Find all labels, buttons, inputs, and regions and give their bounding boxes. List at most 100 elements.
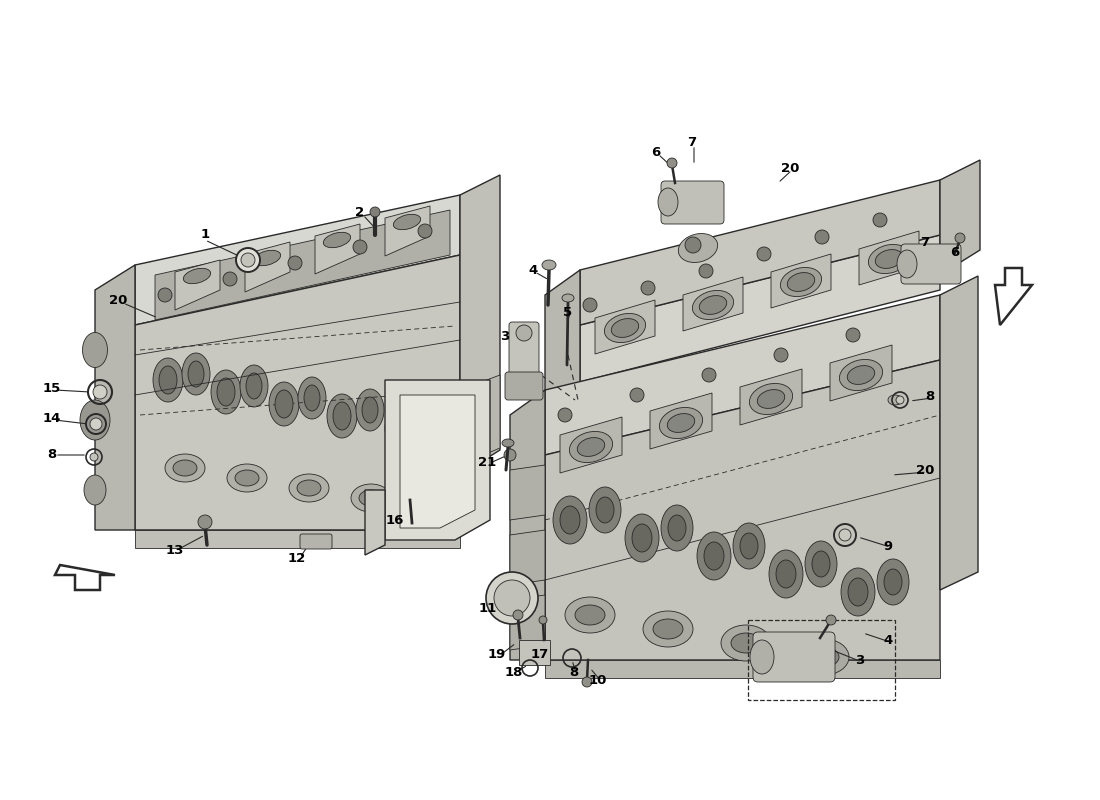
Circle shape — [504, 449, 516, 461]
Ellipse shape — [661, 505, 693, 551]
Ellipse shape — [82, 333, 108, 367]
Polygon shape — [510, 390, 544, 660]
Circle shape — [839, 529, 851, 541]
Ellipse shape — [732, 633, 761, 653]
Ellipse shape — [697, 532, 732, 580]
Ellipse shape — [596, 497, 614, 523]
Ellipse shape — [211, 370, 241, 414]
Ellipse shape — [776, 560, 796, 588]
FancyBboxPatch shape — [505, 372, 543, 400]
Text: 20: 20 — [109, 294, 128, 306]
Circle shape — [774, 348, 788, 362]
Ellipse shape — [565, 597, 615, 633]
Text: 1: 1 — [200, 229, 210, 242]
Polygon shape — [385, 380, 490, 540]
Text: 4: 4 — [883, 634, 892, 646]
Ellipse shape — [362, 397, 378, 423]
Text: 9: 9 — [883, 541, 892, 554]
Text: 17: 17 — [531, 649, 549, 662]
Circle shape — [685, 237, 701, 253]
Ellipse shape — [877, 559, 909, 605]
Ellipse shape — [84, 475, 106, 505]
Polygon shape — [519, 640, 550, 665]
Ellipse shape — [604, 314, 646, 342]
Ellipse shape — [502, 439, 514, 447]
Text: 6: 6 — [651, 146, 661, 158]
Ellipse shape — [644, 611, 693, 647]
Circle shape — [353, 240, 367, 254]
Polygon shape — [510, 595, 544, 650]
Ellipse shape — [896, 250, 917, 278]
Text: 10: 10 — [588, 674, 607, 686]
Polygon shape — [940, 276, 978, 590]
Ellipse shape — [385, 406, 415, 450]
Circle shape — [757, 247, 771, 261]
Polygon shape — [940, 160, 980, 275]
Ellipse shape — [757, 390, 784, 409]
Ellipse shape — [153, 358, 183, 402]
Circle shape — [826, 615, 836, 625]
Circle shape — [667, 158, 676, 168]
Polygon shape — [771, 254, 830, 308]
Polygon shape — [460, 175, 500, 475]
Polygon shape — [544, 360, 940, 660]
Ellipse shape — [275, 390, 293, 418]
Ellipse shape — [270, 382, 299, 426]
Polygon shape — [385, 206, 430, 256]
Circle shape — [90, 453, 98, 461]
Ellipse shape — [679, 234, 717, 262]
Ellipse shape — [888, 395, 902, 405]
Circle shape — [815, 230, 829, 244]
FancyBboxPatch shape — [509, 322, 539, 383]
Text: 14: 14 — [43, 411, 62, 425]
Ellipse shape — [184, 268, 210, 284]
Ellipse shape — [173, 460, 197, 476]
Text: 15: 15 — [43, 382, 62, 394]
Ellipse shape — [847, 366, 874, 385]
Polygon shape — [544, 295, 940, 455]
Ellipse shape — [848, 578, 868, 606]
Ellipse shape — [217, 378, 235, 406]
Ellipse shape — [542, 260, 556, 270]
Polygon shape — [560, 417, 621, 473]
Ellipse shape — [692, 290, 734, 319]
Ellipse shape — [560, 506, 580, 534]
Ellipse shape — [839, 359, 882, 390]
Ellipse shape — [578, 438, 605, 457]
Circle shape — [198, 515, 212, 529]
Polygon shape — [580, 235, 940, 382]
Circle shape — [486, 572, 538, 624]
Circle shape — [90, 418, 102, 430]
Polygon shape — [135, 530, 460, 548]
Text: 16: 16 — [386, 514, 404, 526]
Polygon shape — [510, 530, 544, 585]
Circle shape — [94, 385, 107, 399]
Circle shape — [288, 256, 302, 270]
Ellipse shape — [298, 377, 326, 419]
Circle shape — [558, 408, 572, 422]
Ellipse shape — [720, 625, 771, 661]
Text: 13: 13 — [166, 543, 184, 557]
Ellipse shape — [188, 361, 204, 387]
Polygon shape — [683, 277, 743, 331]
Polygon shape — [460, 375, 500, 465]
Circle shape — [516, 325, 532, 341]
Ellipse shape — [240, 365, 268, 407]
Circle shape — [494, 580, 530, 616]
Polygon shape — [245, 242, 290, 292]
Ellipse shape — [359, 490, 383, 506]
Polygon shape — [175, 260, 220, 310]
Ellipse shape — [390, 414, 409, 442]
Ellipse shape — [668, 414, 695, 433]
Polygon shape — [544, 270, 580, 405]
Ellipse shape — [80, 400, 110, 440]
Ellipse shape — [304, 385, 320, 411]
Text: 19: 19 — [488, 649, 506, 662]
Ellipse shape — [246, 373, 262, 399]
Text: 7: 7 — [921, 235, 929, 249]
Ellipse shape — [812, 551, 830, 577]
FancyBboxPatch shape — [661, 181, 724, 224]
Ellipse shape — [658, 188, 678, 216]
Circle shape — [370, 207, 379, 217]
Ellipse shape — [632, 524, 652, 552]
